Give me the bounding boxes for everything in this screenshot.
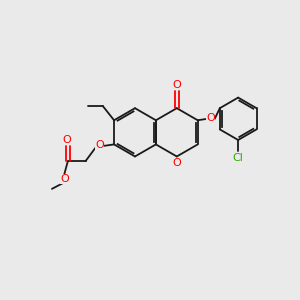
Text: O: O — [206, 113, 215, 123]
Text: O: O — [172, 158, 181, 168]
Text: O: O — [172, 80, 181, 90]
Text: Cl: Cl — [233, 153, 244, 163]
Text: O: O — [63, 135, 71, 145]
Text: O: O — [95, 140, 104, 150]
Text: O: O — [60, 174, 69, 184]
